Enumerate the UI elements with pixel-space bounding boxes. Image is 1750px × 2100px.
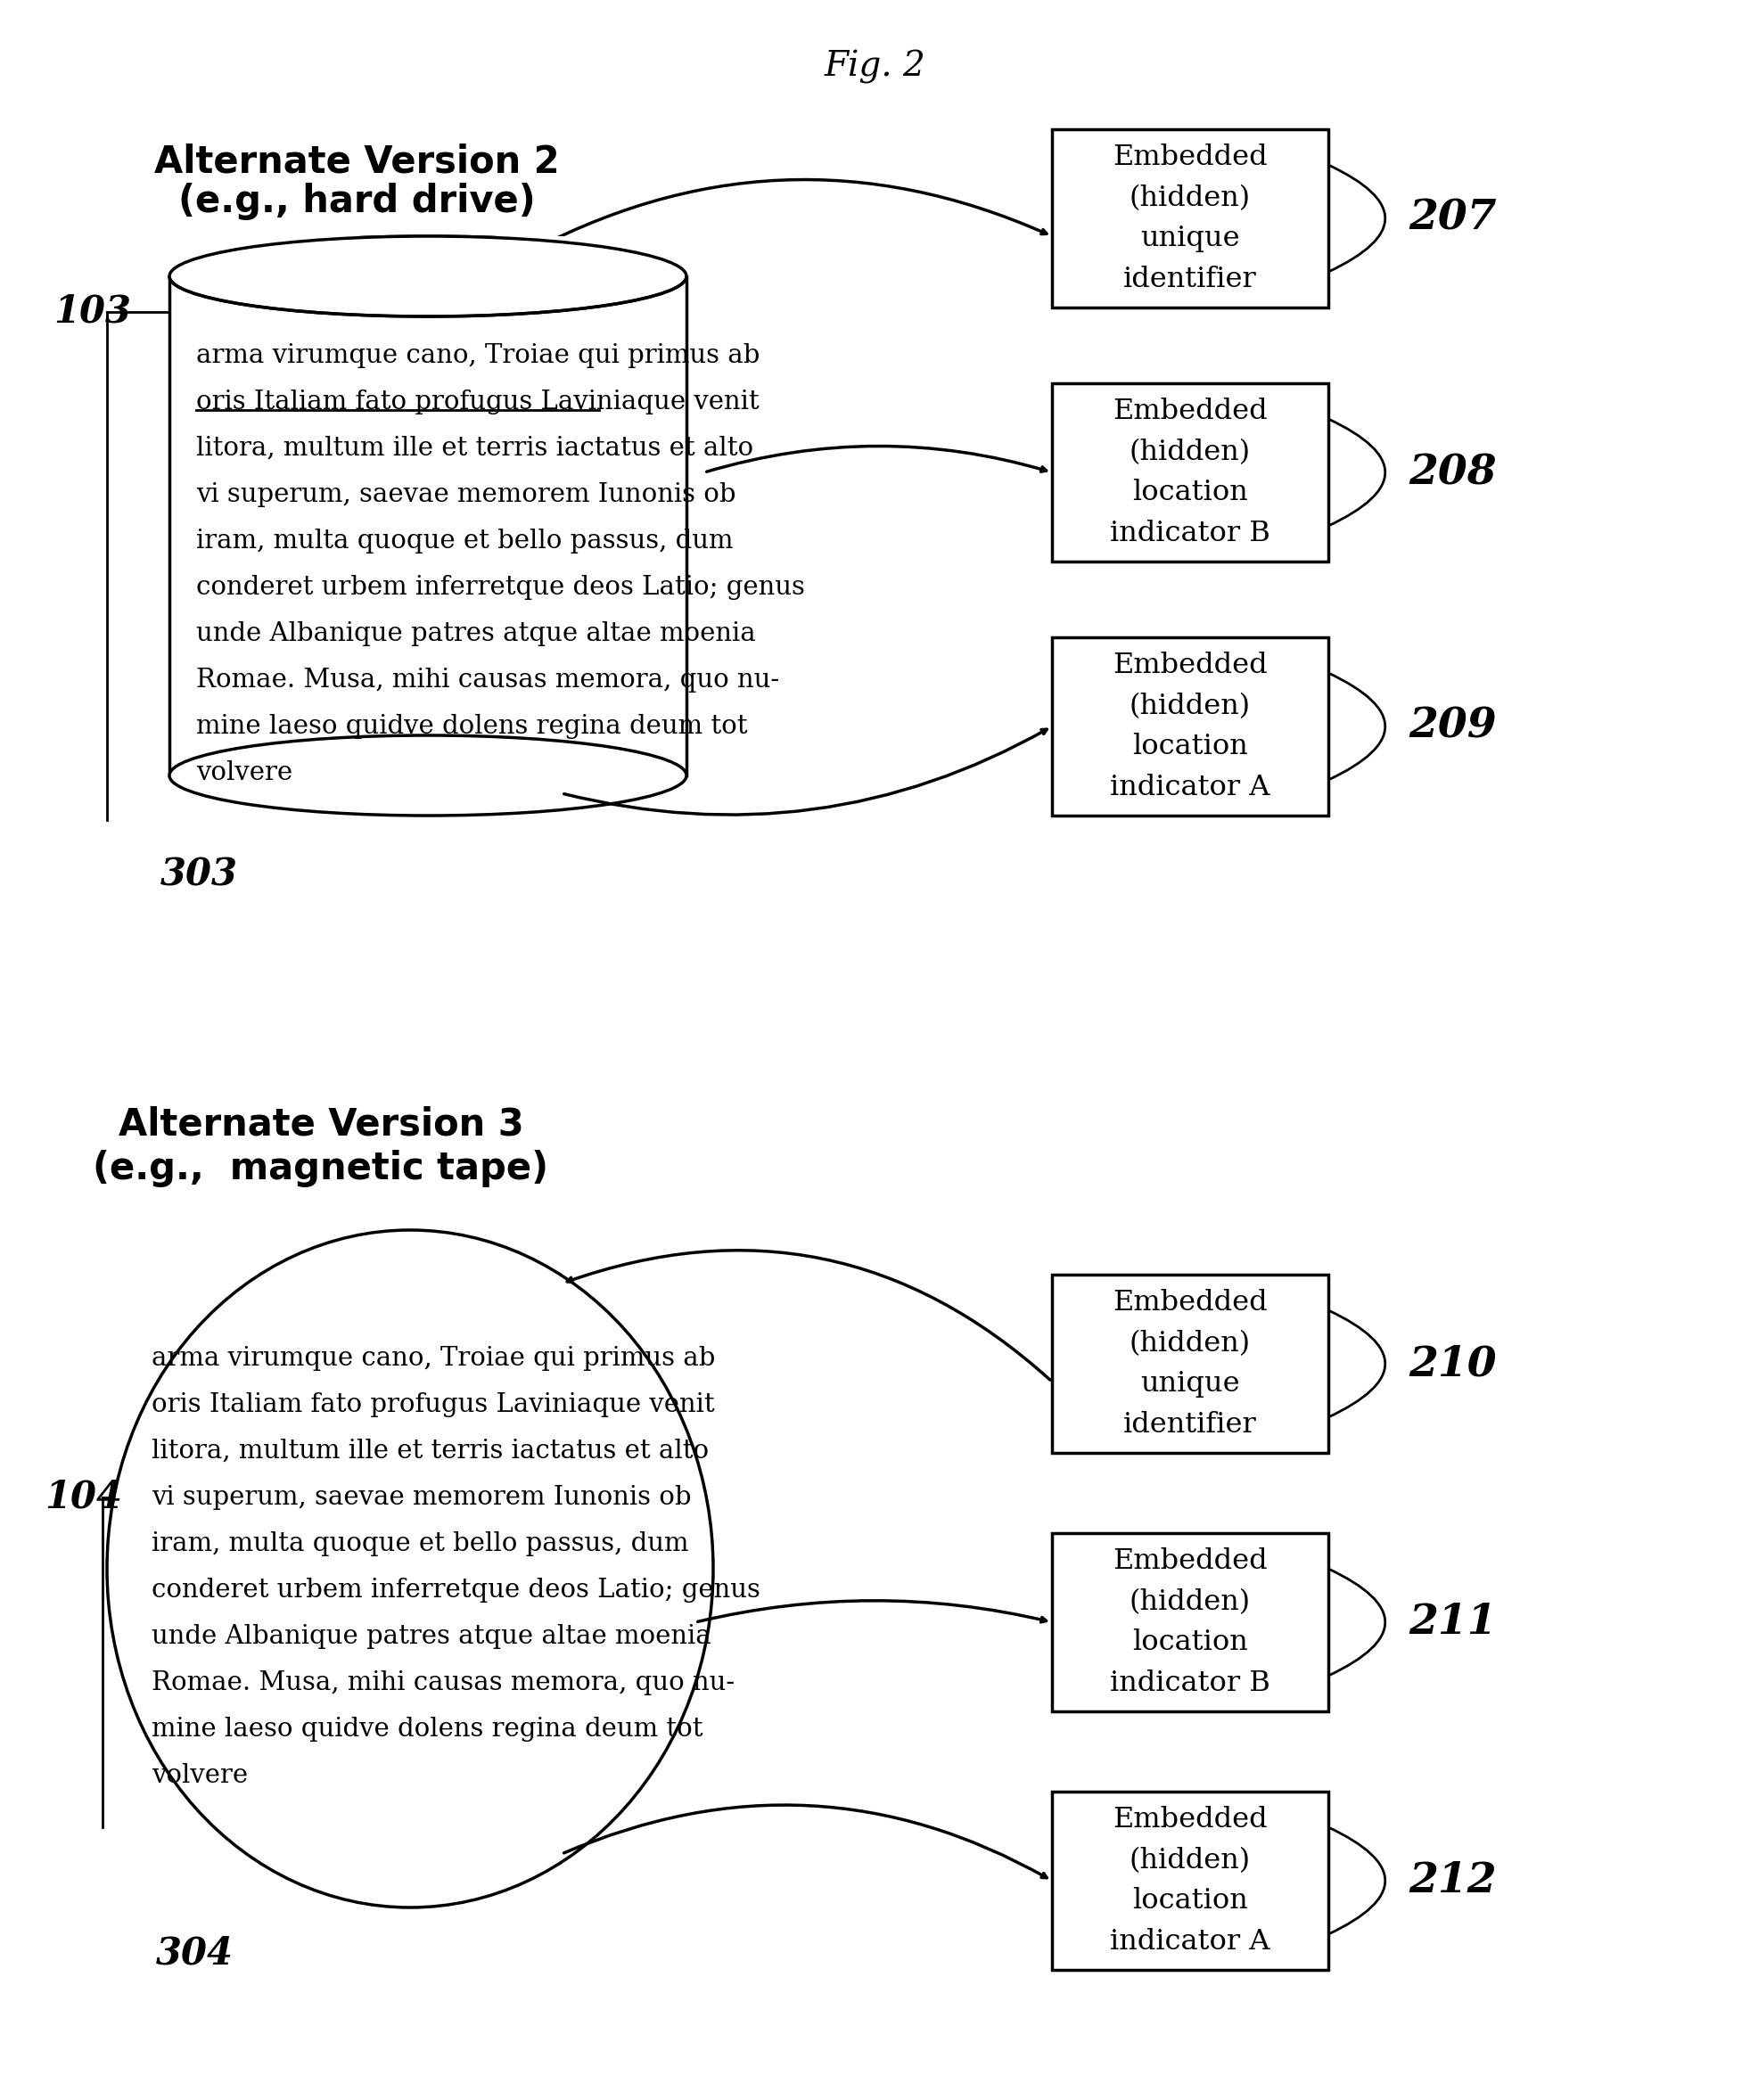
Text: unde Albanique patres atque altae moenia: unde Albanique patres atque altae moenia — [152, 1623, 711, 1648]
Text: 104: 104 — [44, 1478, 123, 1516]
Bar — [1052, 1791, 1328, 1970]
Bar — [168, 235, 688, 277]
Text: Alternate Version 2: Alternate Version 2 — [154, 143, 560, 181]
Text: Embedded
(hidden)
location
indicator A: Embedded (hidden) location indicator A — [1110, 1806, 1270, 1955]
Text: arma virumque cano, Troiae qui primus ab: arma virumque cano, Troiae qui primus ab — [196, 342, 760, 367]
Text: volvere: volvere — [196, 760, 292, 785]
Text: Embedded
(hidden)
location
indicator B: Embedded (hidden) location indicator B — [1110, 397, 1270, 546]
Ellipse shape — [170, 735, 686, 815]
Text: Alternate Version 3: Alternate Version 3 — [119, 1105, 523, 1142]
Text: Romae. Musa, mihi causas memora, quo nu-: Romae. Musa, mihi causas memora, quo nu- — [196, 668, 779, 693]
Text: Embedded
(hidden)
unique
identifier: Embedded (hidden) unique identifier — [1113, 145, 1267, 292]
Text: (e.g.,  magnetic tape): (e.g., magnetic tape) — [93, 1151, 550, 1186]
Text: 103: 103 — [54, 294, 131, 330]
Text: oris Italiam fato profugus Laviniaque venit: oris Italiam fato profugus Laviniaque ve… — [196, 388, 760, 414]
Text: mine laeso quidve dolens regina deum tot: mine laeso quidve dolens regina deum tot — [152, 1716, 704, 1741]
Text: Fig. 2: Fig. 2 — [824, 50, 926, 84]
Bar — [170, 277, 686, 775]
Text: (e.g., hard drive): (e.g., hard drive) — [178, 183, 536, 220]
Text: 209: 209 — [1409, 706, 1496, 748]
Text: litora, multum ille et terris iactatus et alto: litora, multum ille et terris iactatus e… — [152, 1438, 709, 1464]
Text: mine laeso quidve dolens regina deum tot: mine laeso quidve dolens regina deum tot — [196, 714, 747, 739]
Text: 208: 208 — [1409, 452, 1496, 493]
Text: 304: 304 — [156, 1934, 233, 1972]
Text: unde Albanique patres atque altae moenia: unde Albanique patres atque altae moenia — [196, 622, 756, 647]
Text: vi superum, saevae memorem Iunonis ob: vi superum, saevae memorem Iunonis ob — [196, 483, 737, 508]
Bar — [1052, 636, 1328, 815]
Text: Embedded
(hidden)
location
indicator B: Embedded (hidden) location indicator B — [1110, 1548, 1270, 1697]
Bar — [1052, 130, 1328, 307]
Text: arma virumque cano, Troiae qui primus ab: arma virumque cano, Troiae qui primus ab — [152, 1346, 716, 1371]
Text: litora, multum ille et terris iactatus et alto: litora, multum ille et terris iactatus e… — [196, 437, 754, 460]
Text: 210: 210 — [1409, 1344, 1496, 1384]
Text: 211: 211 — [1409, 1602, 1496, 1642]
Text: conderet urbem inferretque deos Latio; genus: conderet urbem inferretque deos Latio; g… — [152, 1577, 759, 1602]
Bar — [1052, 384, 1328, 561]
Text: 303: 303 — [161, 855, 238, 892]
Text: Embedded
(hidden)
unique
identifier: Embedded (hidden) unique identifier — [1113, 1289, 1267, 1438]
Ellipse shape — [107, 1231, 714, 1907]
Text: oris Italiam fato profugus Laviniaque venit: oris Italiam fato profugus Laviniaque ve… — [152, 1392, 714, 1418]
Bar — [1052, 1533, 1328, 1711]
Bar — [1052, 1275, 1328, 1453]
Ellipse shape — [170, 235, 686, 317]
Text: Romae. Musa, mihi causas memora, quo nu-: Romae. Musa, mihi causas memora, quo nu- — [152, 1670, 735, 1695]
Text: volvere: volvere — [152, 1764, 248, 1787]
Text: vi superum, saevae memorem Iunonis ob: vi superum, saevae memorem Iunonis ob — [152, 1485, 691, 1510]
Text: conderet urbem inferretque deos Latio; genus: conderet urbem inferretque deos Latio; g… — [196, 575, 805, 601]
Text: 212: 212 — [1409, 1861, 1496, 1901]
Text: iram, multa quoque et bello passus, dum: iram, multa quoque et bello passus, dum — [196, 529, 733, 554]
Text: Embedded
(hidden)
location
indicator A: Embedded (hidden) location indicator A — [1110, 651, 1270, 800]
Ellipse shape — [170, 235, 686, 317]
Text: iram, multa quoque et bello passus, dum: iram, multa quoque et bello passus, dum — [152, 1531, 690, 1556]
Text: 207: 207 — [1409, 197, 1496, 239]
